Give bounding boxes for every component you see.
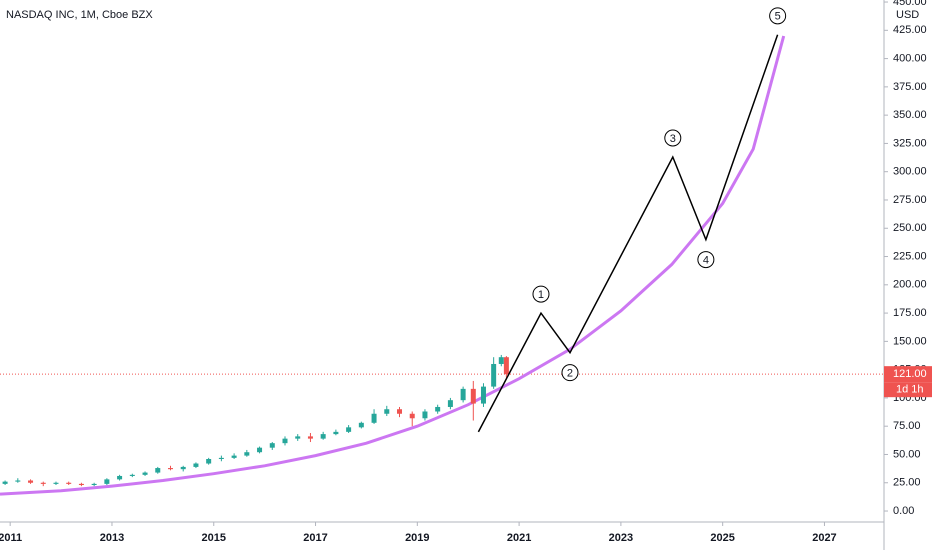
wave-label-circle	[664, 129, 682, 147]
y-tick-label: 275.00	[893, 194, 927, 206]
candle-body	[53, 482, 59, 484]
candle-body	[409, 413, 415, 419]
candle-body	[155, 468, 161, 473]
x-tick-label: 2023	[609, 532, 633, 544]
currency: USD	[896, 9, 919, 21]
candle-body	[498, 357, 504, 364]
candle-body	[269, 443, 275, 448]
candle-body	[2, 481, 8, 484]
y-tick-label: 450.00	[893, 0, 927, 8]
candle-body	[257, 447, 263, 453]
candle-body	[307, 436, 313, 439]
wave-label-circle	[532, 285, 550, 303]
x-tick-label: 2017	[303, 532, 327, 544]
x-tick-label: 2027	[812, 532, 836, 544]
candle-body	[40, 482, 46, 484]
candle-body	[129, 474, 135, 476]
x-tick-label: 2019	[405, 532, 429, 544]
candle-body	[447, 400, 453, 407]
candle-body	[142, 472, 148, 475]
price-badge-label: 121.00	[893, 368, 927, 380]
y-tick-label: 300.00	[893, 166, 927, 178]
candle-body	[104, 479, 110, 484]
y-tick-label: 175.00	[893, 307, 927, 319]
wave-label-circle	[697, 251, 715, 269]
x-tick-label: 2011	[0, 532, 22, 544]
y-tick-label: 75.00	[893, 420, 921, 432]
y-tick-label: 25.00	[893, 477, 921, 489]
candle-body	[371, 413, 377, 423]
candle-body	[244, 452, 250, 456]
candle-body	[333, 431, 339, 435]
y-tick-label: 325.00	[893, 137, 927, 149]
countdown-label: 1d 1h	[896, 384, 924, 396]
y-tick-label: 200.00	[893, 279, 927, 291]
candle-body	[503, 357, 509, 375]
candle-body	[346, 427, 352, 432]
x-tick-label: 2021	[507, 532, 531, 544]
candle-body	[91, 483, 97, 486]
x-tick-label: 2015	[202, 532, 226, 544]
candle-body	[180, 466, 186, 470]
wave-label: 5	[775, 11, 781, 23]
wave-label: 2	[567, 368, 573, 380]
candle-body	[422, 411, 428, 419]
candle-body	[15, 480, 21, 482]
candle-body	[167, 468, 173, 470]
candle-body	[218, 457, 224, 459]
wave-label: 1	[538, 289, 544, 301]
y-tick-label: 0.00	[893, 505, 914, 517]
x-tick-label: 2025	[710, 532, 734, 544]
wave-label-circle	[769, 7, 787, 25]
wave-label: 4	[703, 254, 709, 266]
candle-body	[193, 463, 199, 467]
trend-curve	[0, 35, 786, 496]
candle-body	[358, 422, 364, 428]
candle-body	[282, 438, 288, 444]
wave-label-circle	[561, 364, 579, 382]
y-tick-label: 250.00	[893, 222, 927, 234]
y-tick-label: 50.00	[893, 448, 921, 460]
candle-body	[66, 482, 72, 484]
y-tick-label: 350.00	[893, 109, 927, 121]
candle-body	[231, 455, 237, 458]
countdown-badge	[884, 382, 932, 398]
chart-title: NASDAQ INC, 1M, Cboe BZX	[6, 9, 153, 21]
y-tick-label: 375.00	[893, 81, 927, 93]
candle-body	[470, 388, 476, 404]
candle-body	[491, 363, 497, 387]
y-tick-label: 150.00	[893, 335, 927, 347]
candle-body	[28, 480, 34, 483]
candle-body	[460, 388, 466, 401]
candle-body	[320, 434, 326, 439]
candle-body	[117, 475, 123, 480]
candle-body	[480, 386, 486, 404]
candle-body	[384, 409, 390, 414]
y-tick-label: 425.00	[893, 24, 927, 36]
y-tick-label: 225.00	[893, 250, 927, 262]
wave-label: 3	[670, 133, 676, 145]
x-tick-label: 2013	[100, 532, 124, 544]
wave-line	[477, 34, 779, 433]
y-tick-label: 400.00	[893, 52, 927, 64]
candle-body	[397, 409, 403, 414]
candle-body	[78, 483, 84, 486]
candle-body	[435, 406, 441, 412]
candle-body	[206, 458, 212, 464]
candle-body	[295, 436, 301, 439]
price-badge	[884, 366, 932, 383]
